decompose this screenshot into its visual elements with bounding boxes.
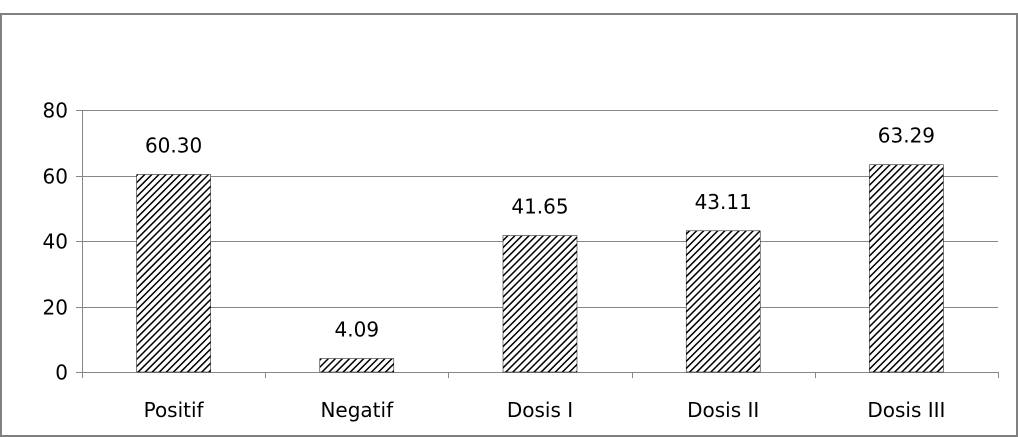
data-label: 43.11 (695, 190, 752, 214)
bar-positif (136, 174, 211, 373)
bar-negatif (319, 358, 395, 373)
x-tick-label: Dosis III (867, 398, 945, 422)
labels: 60.30 Positif 4.09 Negatif 41.65 Dosis I 43.11… (144, 124, 946, 422)
x-tick-label: Dosis II (687, 398, 759, 422)
data-label: 63.29 (878, 124, 935, 148)
bar-dosis-iii (869, 164, 944, 373)
y-tick-label: 40 (43, 230, 68, 254)
y-tick-label: 80 (43, 99, 68, 123)
x-tick-label: Dosis I (507, 398, 573, 422)
bars (136, 164, 944, 373)
bar-dosis-i (502, 235, 578, 373)
data-label: 4.09 (335, 318, 380, 342)
x-tick-label: Positif (144, 398, 205, 422)
bar-dosis-ii (685, 230, 761, 373)
data-label: 60.30 (145, 134, 202, 158)
y-tick-label: 20 (43, 296, 68, 320)
y-tick-label: 0 (55, 361, 68, 385)
axes: 0 20 40 60 80 (43, 99, 999, 385)
data-label: 41.65 (511, 195, 568, 219)
x-tick-label: Negatif (320, 398, 394, 422)
y-tick-label: 60 (43, 165, 68, 189)
